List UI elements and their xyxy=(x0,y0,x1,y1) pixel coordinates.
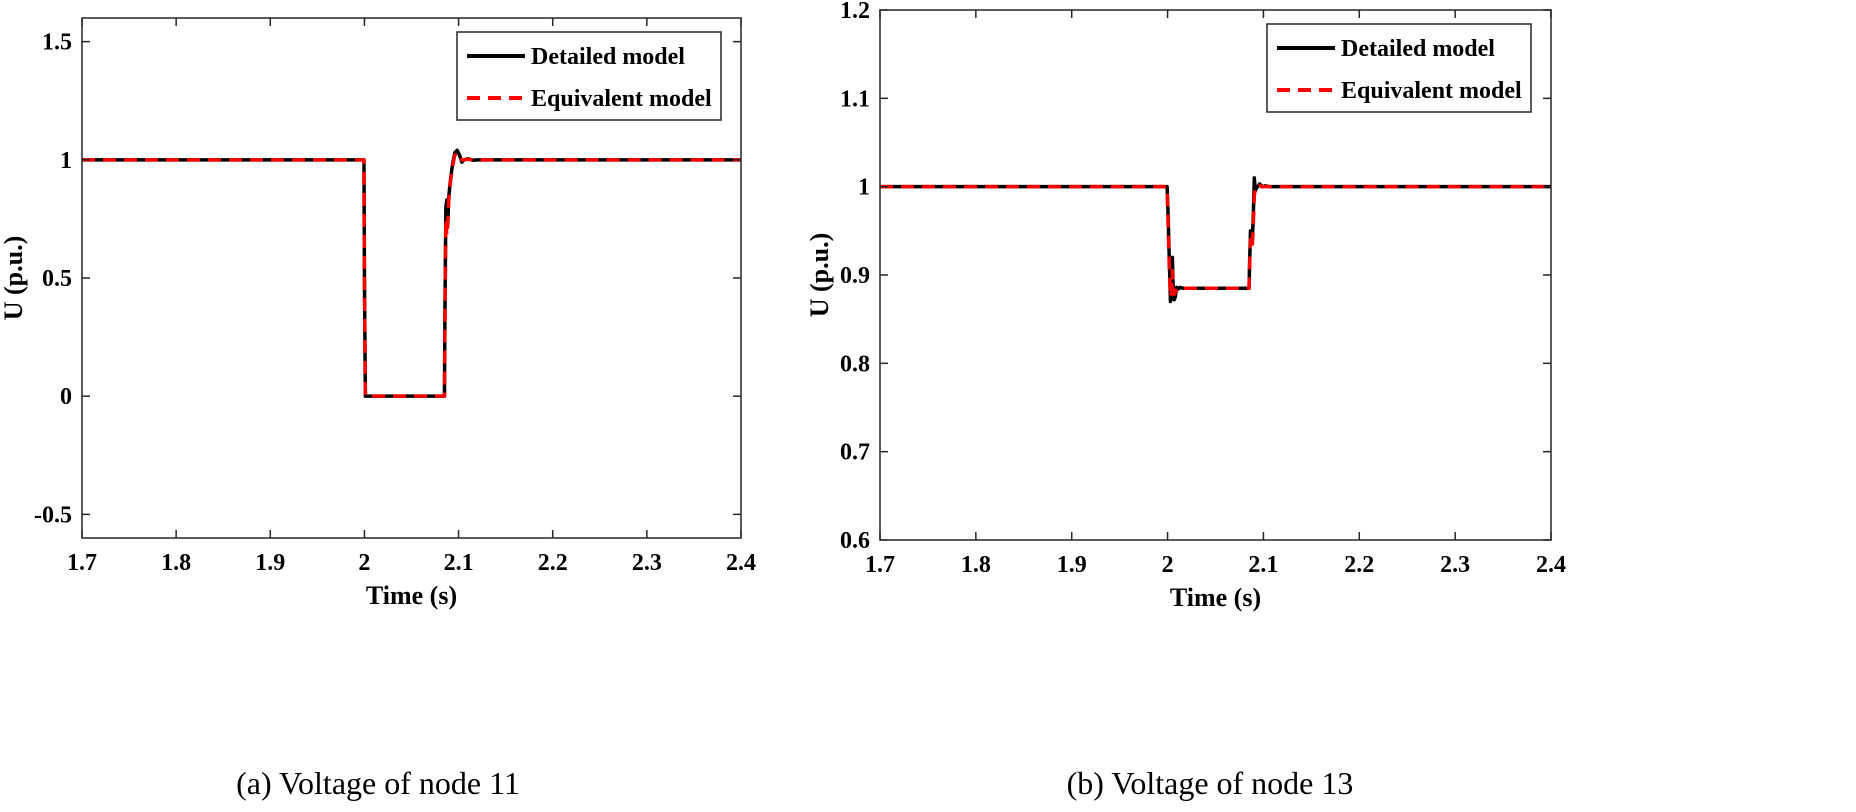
figure-caption: (b) Voltage of node 13 xyxy=(1067,765,1354,801)
y-tick-label: 0 xyxy=(60,384,72,410)
legend-label-detailed: Detailed model xyxy=(531,44,685,70)
chart-panel-a: 1.7 1.8 1.9 2 2.1 2.2 2.3 2.4 -0.5 0 0.5 1 1.5 Time (… xyxy=(0,17,756,801)
x-tick-label: 2.2 xyxy=(1344,552,1374,578)
x-tick-label: 2.1 xyxy=(444,550,474,576)
x-tick-label: 2.4 xyxy=(726,550,756,576)
y-tick-label: 0.9 xyxy=(840,263,870,289)
y-tick-label: 1.1 xyxy=(840,86,870,112)
y-tick-label: 1 xyxy=(60,148,72,174)
x-tick-label: 2.3 xyxy=(632,550,662,576)
series-line-equivalent xyxy=(880,184,1551,299)
legend: Detailed model Equivalent model xyxy=(456,31,722,121)
legend-box xyxy=(1266,23,1532,113)
legend-label-detailed: Detailed model xyxy=(1341,36,1495,62)
y-tick-label: 0.8 xyxy=(840,351,870,377)
y-tick-label: 1.5 xyxy=(42,30,72,56)
y-tick-label: 1 xyxy=(858,175,870,201)
x-tick-label: 1.7 xyxy=(865,552,895,578)
x-tick-label: 2.1 xyxy=(1248,552,1278,578)
legend-label-equivalent: Equivalent model xyxy=(531,86,712,112)
x-axis-label: Time (s) xyxy=(366,581,457,610)
legend-label-equivalent: Equivalent model xyxy=(1341,78,1522,104)
x-tick-label: 1.9 xyxy=(1057,552,1087,578)
series-line-detailed xyxy=(880,176,1551,304)
x-tick-label: 1.8 xyxy=(961,552,991,578)
x-tick-label: 2.2 xyxy=(538,550,568,576)
y-tick-label: 0.7 xyxy=(840,440,870,466)
y-axis-label: U (p.u.) xyxy=(0,236,28,321)
x-tick-label: 2 xyxy=(1162,552,1174,578)
series-line-equivalent xyxy=(82,150,741,398)
x-tick-label: 2.3 xyxy=(1440,552,1470,578)
figure-caption: (a) Voltage of node 11 xyxy=(236,765,520,801)
legend-box xyxy=(456,31,722,121)
y-tick-label: 0.5 xyxy=(42,266,72,292)
x-tick-label: 2 xyxy=(358,550,370,576)
chart-panel-b: 1.7 1.8 1.9 2 2.1 2.2 2.3 2.4 0.6 0.7 0.8 0.9 1 1.1 1.… xyxy=(805,0,1566,801)
x-tick-label: 1.9 xyxy=(255,550,285,576)
legend: Detailed model Equivalent model xyxy=(1266,23,1532,113)
y-axis-label: U (p.u.) xyxy=(805,233,834,318)
y-tick-label: -0.5 xyxy=(34,502,72,528)
x-tick-label: 1.8 xyxy=(161,550,191,576)
y-tick-label: 1.2 xyxy=(840,0,870,24)
x-axis-label: Time (s) xyxy=(1170,583,1261,612)
x-tick-label: 2.4 xyxy=(1536,552,1566,578)
x-tick-label: 1.7 xyxy=(67,550,97,576)
y-tick-label: 0.6 xyxy=(840,528,870,554)
